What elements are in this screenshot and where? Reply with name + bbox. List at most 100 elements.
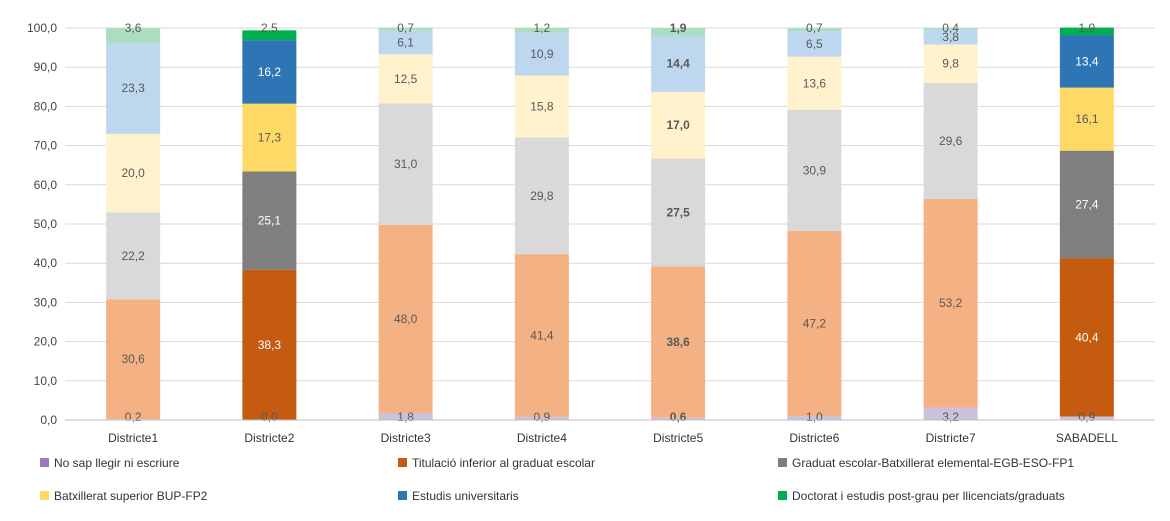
data-label: 1,0 <box>806 410 823 424</box>
bar-segment <box>787 56 842 110</box>
data-label: 48,0 <box>394 312 418 326</box>
data-label: 30,9 <box>803 163 827 177</box>
bar-segment <box>787 416 842 420</box>
data-label: 17,3 <box>258 131 282 145</box>
y-tick-label: 40,0 <box>34 256 58 270</box>
y-axis: 0,0 10,0 20,0 30,0 40,0 50,0 60,0 70,0 80,0 90,0 1… <box>27 21 57 427</box>
bar-segment <box>242 40 297 104</box>
bar-segment <box>1059 27 1114 36</box>
data-label: 1,2 <box>534 21 551 35</box>
bar-segment <box>242 171 297 270</box>
legend-label: Doctorat i estudis post-grau per llicenc… <box>792 489 1065 503</box>
data-label: 47,2 <box>803 317 827 331</box>
bar-segment <box>514 75 569 138</box>
y-tick-label: 60,0 <box>34 178 58 192</box>
bar-segment <box>106 28 161 43</box>
legend-label: Batxillerat superior BUP-FP2 <box>54 489 208 503</box>
bar-segment <box>106 133 161 213</box>
legend: No sap llegir ni escriure Titulació infer… <box>40 456 1074 503</box>
bar-segment <box>514 137 569 255</box>
data-label: 31,0 <box>394 157 418 171</box>
data-label: 0,7 <box>806 21 823 35</box>
bar-segment <box>106 212 161 300</box>
data-label: 6,5 <box>806 37 823 51</box>
data-label: 3,2 <box>942 410 959 424</box>
x-tick-label: Districte5 <box>653 431 703 445</box>
bar-segment <box>242 103 297 172</box>
bar-segment <box>651 28 706 36</box>
y-tick-label: 30,0 <box>34 295 58 309</box>
bar-segment <box>923 82 978 199</box>
data-label: 14,4 <box>666 57 690 71</box>
data-label: 38,3 <box>258 338 282 352</box>
data-label: 0,7 <box>397 21 414 35</box>
x-tick-label: Districte6 <box>789 431 839 445</box>
data-label: 29,8 <box>530 189 554 203</box>
legend-swatch <box>778 491 787 500</box>
data-label: 1,9 <box>1079 21 1096 35</box>
data-label: 23,3 <box>121 81 145 95</box>
bar-segment <box>1059 150 1114 259</box>
bar-segment <box>242 30 297 41</box>
bar-segment <box>378 54 433 104</box>
data-label: 40,4 <box>1075 330 1099 344</box>
bar-segment <box>787 31 842 57</box>
data-label: 29,6 <box>939 134 963 148</box>
bar-segment <box>106 299 161 420</box>
bar-segment <box>378 27 433 31</box>
bar-segment <box>787 28 842 32</box>
bar-segment <box>651 158 706 267</box>
data-label: 41,4 <box>530 328 554 342</box>
bar-segment <box>378 103 433 225</box>
y-tick-label: 80,0 <box>34 99 58 113</box>
x-tick-label: Districte2 <box>244 431 294 445</box>
data-label: 0,0 <box>261 410 278 424</box>
y-tick-label: 90,0 <box>34 60 58 74</box>
bar-segment <box>787 231 842 417</box>
bar-segment <box>651 417 706 420</box>
data-label: 0,2 <box>125 410 142 424</box>
bar-segment <box>651 266 706 418</box>
data-label: 1,8 <box>397 410 414 424</box>
data-label: 16,1 <box>1075 112 1099 126</box>
bar-segment <box>923 198 978 408</box>
y-tick-label: 20,0 <box>34 335 58 349</box>
data-label: 0,4 <box>942 21 959 35</box>
gridlines <box>65 27 1155 421</box>
data-label: 0,9 <box>1079 410 1096 424</box>
bar-segment <box>651 35 706 92</box>
data-label: 0,6 <box>670 410 687 424</box>
legend-swatch <box>778 458 787 467</box>
data-label: 53,2 <box>939 296 963 310</box>
data-label: 38,6 <box>666 335 690 349</box>
legend-swatch <box>40 458 49 467</box>
bar-segment <box>378 30 433 55</box>
legend-swatch <box>398 491 407 500</box>
legend-swatch <box>40 491 49 500</box>
y-tick-label: 0,0 <box>40 413 57 427</box>
y-tick-label: 70,0 <box>34 139 58 153</box>
data-label: 6,1 <box>397 35 414 49</box>
y-tick-label: 100,0 <box>27 21 57 35</box>
bar-segment <box>787 109 842 232</box>
bar-segment <box>378 224 433 413</box>
y-tick-label: 50,0 <box>34 217 58 231</box>
data-label: 1,9 <box>670 21 687 35</box>
y-tick-label: 10,0 <box>34 374 58 388</box>
bar-segment <box>1059 258 1114 417</box>
bar-segment <box>514 28 569 33</box>
data-label: 17,0 <box>666 118 690 132</box>
legend-label: Graduat escolar-Batxillerat elemental-EG… <box>792 456 1074 470</box>
legend-swatch <box>398 458 407 467</box>
bar-segment <box>514 32 569 76</box>
data-label: 0,9 <box>534 410 551 424</box>
bar-segment <box>1059 416 1114 420</box>
bar-segment <box>923 29 978 45</box>
legend-label: Titulació inferior al graduat escolar <box>412 456 595 470</box>
data-label: 27,4 <box>1075 197 1099 211</box>
data-label: 3,6 <box>125 21 142 35</box>
bar-segment <box>923 44 978 83</box>
data-label: 25,1 <box>258 214 282 228</box>
